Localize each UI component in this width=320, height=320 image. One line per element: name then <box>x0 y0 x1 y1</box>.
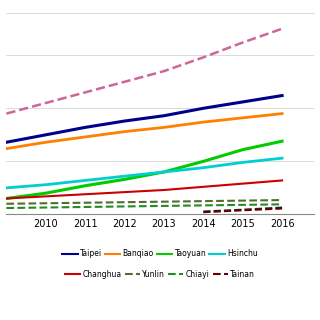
Legend: Changhua, Yunlin, Chiayi, Tainan: Changhua, Yunlin, Chiayi, Tainan <box>62 267 258 282</box>
